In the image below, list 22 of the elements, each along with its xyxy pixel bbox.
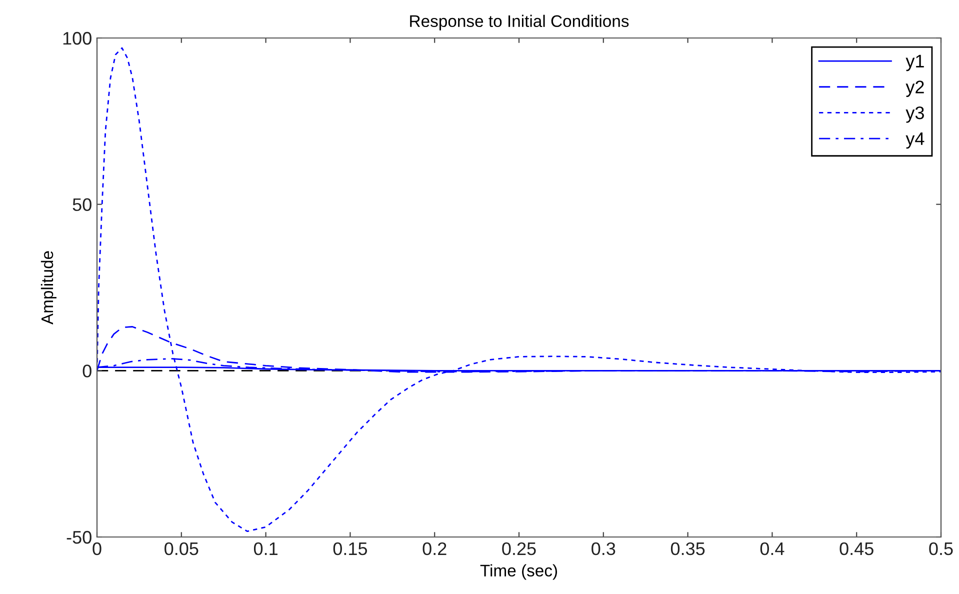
y-tick-label: 0 <box>82 364 92 378</box>
legend-label: y1 <box>906 54 924 72</box>
x-tick-label: 0.1 <box>254 542 278 556</box>
y-tick-label: -50 <box>66 530 92 544</box>
chart-title: Response to Initial Conditions <box>410 14 629 30</box>
legend-label: y2 <box>906 80 924 97</box>
x-axis-title: Time (sec) <box>480 564 558 580</box>
x-tick-label: 0.2 <box>422 542 446 556</box>
y-axis-title: Amplitude <box>40 251 56 325</box>
x-tick-label: 0.5 <box>929 542 953 556</box>
x-tick-label: 0.25 <box>502 542 536 556</box>
legend-label: y4 <box>906 132 924 149</box>
x-tick-label: 0.15 <box>333 542 368 556</box>
x-tick-label: 0.45 <box>840 542 874 556</box>
x-tick-label: 0.4 <box>760 542 784 556</box>
legend-label: y3 <box>906 106 924 123</box>
x-tick-label: 0.3 <box>592 542 616 556</box>
y-tick-label: 100 <box>63 32 92 45</box>
x-tick-label: 0 <box>92 542 102 556</box>
x-tick-label: 0.05 <box>164 542 198 556</box>
x-tick-label: 0.35 <box>670 542 705 556</box>
y-tick-label: 50 <box>72 198 92 212</box>
